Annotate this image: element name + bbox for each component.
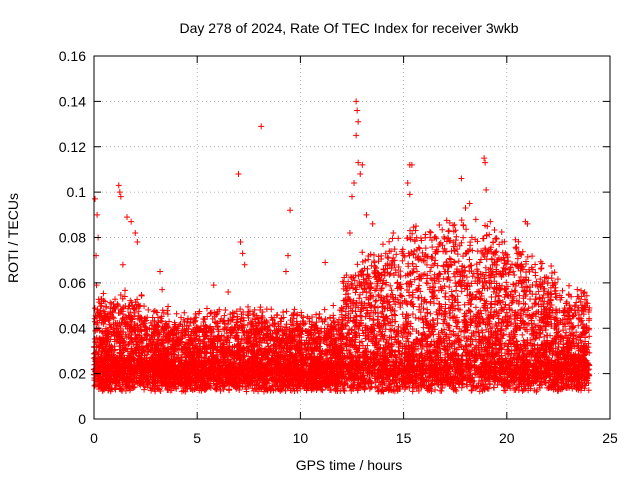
data-point (340, 305, 347, 312)
data-point (446, 284, 453, 291)
data-point (404, 301, 411, 308)
data-point (321, 306, 328, 313)
data-point (516, 292, 523, 299)
data-point (324, 321, 331, 328)
data-point (359, 249, 366, 256)
data-point (514, 315, 521, 322)
data-point (91, 305, 98, 312)
grid-lines (94, 56, 610, 419)
data-point (423, 261, 430, 268)
data-point (468, 387, 475, 394)
data-point (427, 229, 434, 236)
data-point (538, 265, 545, 272)
data-point (364, 272, 371, 279)
data-point (568, 319, 575, 326)
data-point (446, 219, 453, 226)
data-point (446, 310, 453, 317)
data-point (445, 228, 452, 235)
data-point (473, 261, 480, 268)
data-point (403, 280, 410, 287)
data-point (468, 234, 475, 241)
data-point (427, 268, 434, 275)
data-point (416, 282, 423, 289)
data-point (495, 315, 502, 322)
data-point (462, 342, 469, 349)
data-point (548, 262, 555, 269)
data-point (447, 256, 454, 263)
data-points (91, 98, 593, 395)
data-point (145, 306, 152, 313)
data-point (537, 276, 544, 283)
data-point (581, 289, 588, 296)
data-point (440, 262, 447, 269)
data-point (354, 261, 361, 268)
data-point (485, 320, 492, 327)
data-point (384, 254, 391, 261)
data-point (440, 316, 447, 323)
data-point (533, 278, 540, 285)
data-point (391, 246, 398, 253)
data-point (117, 292, 124, 299)
data-point (451, 259, 458, 266)
